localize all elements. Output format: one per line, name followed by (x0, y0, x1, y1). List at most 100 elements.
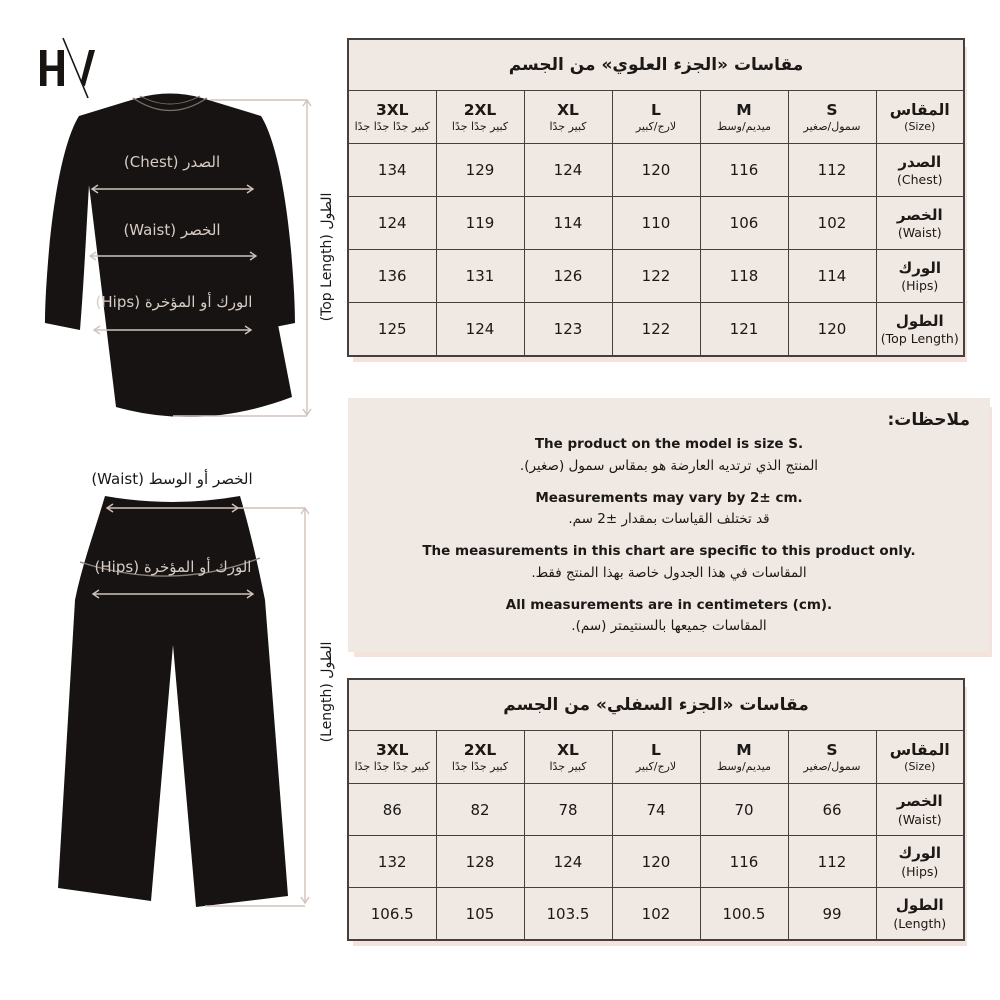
value-cell: 103.5 (523, 887, 613, 941)
size-col-header-xl: XL كبير جدًا (523, 730, 613, 784)
note-item: All measurements are in centimeters (cm)… (506, 595, 832, 638)
table-row-waist: 86 82 78 74 70 66 الخصر (Waist) (347, 783, 965, 836)
value-cell: 110 (611, 196, 701, 250)
brand-logo (40, 37, 95, 99)
size-col-header-s: S سمول/صغير (787, 730, 877, 784)
note-text-en: The product on the model is size S. (534, 436, 804, 452)
pants-hips-arrow (91, 589, 255, 599)
collar-rib (139, 95, 201, 105)
row-label-hips: الورك (Hips) (875, 249, 965, 303)
top-length-line (173, 98, 312, 417)
value-cell: 100.5 (699, 887, 789, 941)
value-cell: 122 (611, 249, 701, 303)
size-col-header-l: L لارج/كبير (611, 730, 701, 784)
value-cell: 102 (611, 887, 701, 941)
value-cell: 124 (347, 196, 437, 250)
value-cell: 70 (699, 783, 789, 836)
value-cell: 134 (347, 143, 437, 197)
note-text-en: All measurements are in centimeters (cm)… (505, 596, 833, 613)
value-cell: 120 (611, 835, 701, 888)
value-cell: 119 (435, 196, 525, 250)
note-text-ar: قد تختلف القياسات بمقدار ±2 سم. (568, 511, 770, 528)
pants-silhouette (58, 496, 288, 907)
waist-arrow (88, 251, 258, 261)
value-cell: 129 (435, 143, 525, 197)
value-cell: 82 (435, 783, 525, 836)
value-cell: 78 (523, 783, 613, 836)
tunic-length-label: الطول (Top Length) (319, 193, 335, 322)
notes-box: ملاحظات: The product on the model is siz… (348, 398, 990, 652)
note-item: The measurements in this chart are speci… (422, 541, 915, 584)
upper-table-title: مقاسات «الجزء العلوي» من الجسم (347, 38, 965, 91)
tunic-waist-label: الخصر (Waist) (123, 221, 220, 239)
pants-hips-label: الورك أو المؤخرة (Hips) (95, 557, 252, 576)
size-col-header-3xl: 3XL كبير جدًا جدًا جدًا (347, 90, 437, 144)
value-cell: 126 (523, 249, 613, 303)
row-label-top-length: الطول (Top Length) (875, 302, 965, 357)
size-col-header-2xl: 2XL كبير جدًا جدًا (435, 90, 525, 144)
tunic-silhouette (45, 93, 295, 417)
value-cell: 122 (611, 302, 701, 357)
value-cell: 121 (699, 302, 789, 357)
value-cell: 66 (787, 783, 877, 836)
tunic-chest-label: الصدر (Chest) (124, 153, 220, 171)
row-label-length: الطول (Length) (875, 887, 965, 941)
value-cell: 112 (787, 835, 877, 888)
pants-diagram: الخصر أو الوسط (Waist) الورك أو المؤخرة … (58, 469, 335, 907)
value-cell: 120 (787, 302, 877, 357)
lower-table-title: مقاسات «الجزء السفلي» من الجسم (347, 678, 965, 731)
size-col-header-m: M ميديم/وسط (699, 730, 789, 784)
table-row: مقاسات «الجزء السفلي» من الجسم (347, 678, 965, 731)
lower-size-table: مقاسات «الجزء السفلي» من الجسم 3XL كبير ج… (347, 678, 965, 941)
tunic-diagram: الصدر (Chest) الخصر (Waist) الورك أو الم… (45, 93, 335, 417)
table-row-waist: 124 119 114 110 106 102 الخصر (Waist) (347, 196, 965, 250)
value-cell: 114 (523, 196, 613, 250)
hips-arrow (92, 325, 253, 335)
value-cell: 114 (787, 249, 877, 303)
row-label-waist: الخصر (Waist) (875, 196, 965, 250)
size-label-header: المقاس (Size) (875, 90, 965, 144)
value-cell: 105 (435, 887, 525, 941)
size-col-header-m: M ميديم/وسط (699, 90, 789, 144)
value-cell: 106 (699, 196, 789, 250)
tunic-hips-label: الورك أو المؤخرة (Hips) (96, 292, 253, 311)
table-row: 3XL كبير جدًا جدًا جدًا 2XL كبير جدًا جدًا… (347, 90, 965, 144)
table-row-hips: 132 128 124 120 116 112 الورك (Hips) (347, 835, 965, 888)
notes-heading: ملاحظات: (887, 410, 970, 430)
pants-waist-label: الخصر أو الوسط (Waist) (91, 469, 252, 488)
value-cell: 136 (347, 249, 437, 303)
value-cell: 123 (523, 302, 613, 357)
row-label-chest: الصدر (Chest) (875, 143, 965, 197)
value-cell: 118 (699, 249, 789, 303)
value-cell: 116 (699, 143, 789, 197)
value-cell: 125 (347, 302, 437, 357)
value-cell: 124 (523, 143, 613, 197)
row-label-hips: الورك (Hips) (875, 835, 965, 888)
size-col-header-l: L لارج/كبير (611, 90, 701, 144)
note-text-en: Measurements may vary by 2± cm. (535, 489, 803, 506)
value-cell: 124 (435, 302, 525, 357)
table-row-length: 106.5 105 103.5 102 100.5 99 الطول (Lengt… (347, 887, 965, 941)
value-cell: 124 (523, 835, 613, 888)
size-col-header-xl: XL كبير جدًا (523, 90, 613, 144)
table-row-top-length: 125 124 123 122 121 120 الطول (Top Length… (347, 302, 965, 357)
value-cell: 106.5 (347, 887, 437, 941)
value-cell: 102 (787, 196, 877, 250)
chest-arrow (90, 184, 255, 194)
value-cell: 99 (787, 887, 877, 941)
value-cell: 74 (611, 783, 701, 836)
note-text-ar: المقاسات جميعها بالسنتيمتر (سم). (571, 618, 767, 635)
value-cell: 86 (347, 783, 437, 836)
table-row-chest: 134 129 124 120 116 112 الصدر (Chest) (347, 143, 965, 197)
row-label-waist: الخصر (Waist) (875, 783, 965, 836)
upper-size-table: مقاسات «الجزء العلوي» من الجسم 3XL كبير ج… (347, 38, 965, 357)
note-text-ar: المنتج الذي ترتديه العارضة هو بمقاس سمول… (519, 457, 819, 474)
value-cell: 132 (347, 835, 437, 888)
note-item: The product on the model is size S. المن… (520, 434, 818, 477)
value-cell: 116 (699, 835, 789, 888)
value-cell: 131 (435, 249, 525, 303)
table-row-hips: 136 131 126 122 118 114 الورك (Hips) (347, 249, 965, 303)
pants-waist-arrow (105, 503, 305, 513)
value-cell: 112 (787, 143, 877, 197)
